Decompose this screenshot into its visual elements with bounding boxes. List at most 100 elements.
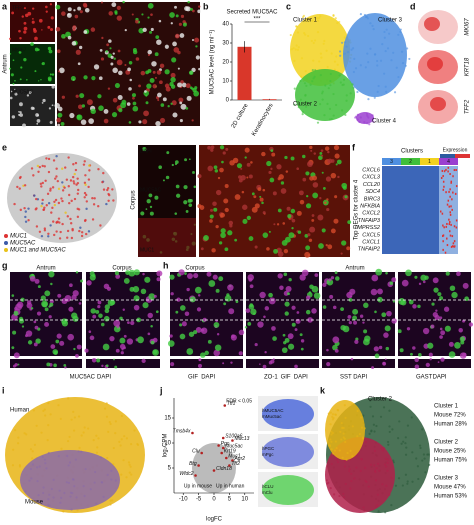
cell — [14, 88, 16, 91]
cell-dot — [387, 443, 390, 446]
heatmap-cell — [451, 208, 453, 211]
cell — [98, 105, 104, 111]
cell-dot — [106, 473, 109, 476]
cell — [153, 294, 157, 298]
cell-dot — [340, 421, 343, 425]
cell — [261, 201, 264, 205]
cell-dot — [102, 188, 106, 191]
point — [228, 464, 231, 467]
cell-dot — [109, 422, 112, 426]
cell — [155, 120, 161, 127]
cell — [296, 167, 300, 171]
cell — [439, 335, 443, 339]
cell — [309, 176, 314, 181]
cell — [101, 364, 104, 368]
cell — [60, 121, 65, 126]
cell — [132, 105, 139, 112]
cell — [305, 171, 310, 176]
cell — [122, 0, 125, 4]
cell — [164, 83, 170, 89]
cell — [72, 27, 76, 32]
heatmap-cell — [453, 169, 456, 172]
cell-dot — [321, 90, 324, 93]
cell-dot — [332, 14, 335, 17]
feature-hotspot — [430, 97, 446, 111]
cell — [170, 84, 176, 89]
cell — [145, 94, 148, 97]
cell-dot — [323, 114, 326, 117]
cell-dot — [85, 200, 89, 203]
cell — [449, 285, 456, 291]
cell — [32, 107, 35, 110]
cell — [195, 55, 200, 60]
cell-dot — [351, 83, 354, 86]
cell — [98, 313, 103, 319]
cell-dot — [328, 444, 331, 447]
cell — [64, 366, 67, 369]
cell — [34, 70, 37, 73]
cell — [430, 324, 435, 329]
cell — [76, 114, 83, 121]
cell — [288, 232, 295, 239]
cell-dot — [406, 424, 410, 427]
cell — [116, 59, 123, 66]
cell — [19, 78, 22, 81]
cell — [227, 230, 233, 236]
cell — [291, 227, 294, 230]
cell-dot — [76, 192, 80, 195]
cell-dot — [379, 415, 383, 418]
cell-dot — [343, 36, 346, 39]
cell-dot — [329, 79, 332, 83]
heatmap-cell — [453, 240, 456, 243]
cell — [21, 15, 24, 18]
cell-dot — [345, 45, 348, 48]
cell — [18, 113, 21, 116]
cell — [51, 73, 55, 76]
cell — [71, 294, 77, 300]
y-tick-label: 0 — [226, 98, 230, 104]
cell-dot — [49, 187, 52, 190]
cell — [140, 211, 145, 216]
cell — [300, 347, 304, 351]
cell-dot — [84, 218, 87, 222]
cell — [61, 95, 65, 99]
cell — [340, 252, 343, 255]
y-axis-label: MUC5AC level (ng ml⁻¹) — [210, 30, 216, 95]
cell-dot — [305, 105, 308, 108]
cell-dot — [330, 52, 333, 55]
significance: *** — [253, 17, 261, 23]
cell — [311, 214, 315, 217]
gene-label: Btg — [189, 461, 197, 467]
cell — [162, 179, 165, 182]
cell — [33, 320, 37, 324]
cell — [143, 110, 149, 117]
cell — [183, 200, 188, 205]
cell — [36, 311, 42, 316]
cell-dot — [31, 463, 34, 466]
cell-dot — [421, 459, 424, 462]
cell — [140, 288, 147, 295]
cell — [191, 119, 194, 122]
micrograph — [10, 359, 82, 368]
inset-blob — [262, 399, 314, 429]
cell — [193, 330, 198, 335]
stain-label: DAPI — [353, 375, 367, 381]
cell-dot — [114, 432, 117, 435]
cell — [210, 208, 214, 212]
heatmap-cell — [446, 222, 448, 225]
cell — [106, 286, 112, 291]
cell-dot — [47, 498, 50, 501]
cell — [251, 192, 255, 196]
cell-dot — [353, 57, 356, 60]
cell — [185, 83, 191, 89]
cell — [50, 16, 54, 20]
cell-dot — [60, 447, 63, 450]
stain-label: ZO-1 — [264, 375, 278, 381]
cell — [69, 112, 75, 119]
cell — [35, 338, 41, 344]
cell-dot — [372, 120, 375, 123]
cell — [321, 171, 324, 174]
cell — [126, 338, 134, 345]
cell-dot — [68, 201, 71, 205]
cell — [204, 350, 209, 356]
